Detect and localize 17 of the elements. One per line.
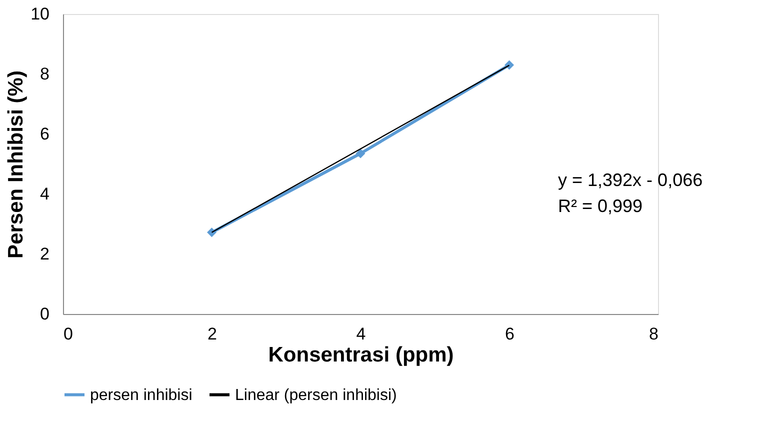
x-tick-label: 8 xyxy=(649,324,658,344)
y-axis-title: Persen Inhibisi (%) xyxy=(4,70,28,258)
y-tick-label: 10 xyxy=(30,4,50,24)
annotation: R² = 0,999 xyxy=(558,196,643,216)
x-tick-label: 6 xyxy=(505,324,514,344)
legend-label: Linear (persen inhibisi) xyxy=(235,386,397,404)
legend-label: persen inhibisi xyxy=(90,386,192,404)
x-tick-label: 4 xyxy=(356,324,366,344)
y-tick-label: 2 xyxy=(40,244,50,264)
y-tick-label: 8 xyxy=(40,64,50,84)
x-tick-label: 2 xyxy=(208,324,217,344)
annotation: y = 1,392x - 0,066 xyxy=(558,170,703,190)
y-tick-label: 0 xyxy=(40,304,50,324)
y-tick-label: 6 xyxy=(40,124,50,144)
x-tick-label: 0 xyxy=(64,324,73,344)
y-tick-label: 4 xyxy=(40,184,50,204)
x-axis-title: Konsentrasi (ppm) xyxy=(268,344,454,366)
